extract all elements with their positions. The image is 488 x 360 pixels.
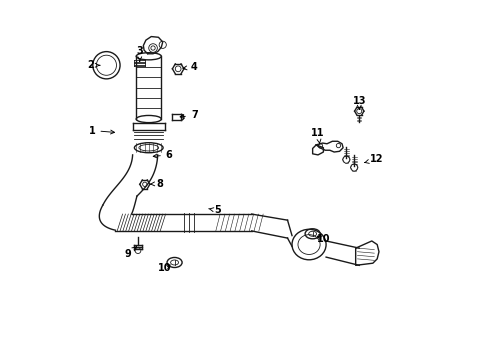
Text: 9: 9 — [124, 247, 136, 258]
Text: 7: 7 — [180, 111, 197, 121]
Text: 2: 2 — [87, 60, 100, 70]
Text: 13: 13 — [352, 96, 365, 109]
Text: 4: 4 — [183, 62, 197, 72]
Text: 3: 3 — [136, 46, 143, 62]
Text: 10: 10 — [158, 263, 171, 273]
Text: 8: 8 — [150, 179, 163, 189]
Text: 10: 10 — [316, 234, 329, 244]
Text: 11: 11 — [311, 129, 324, 144]
Text: 5: 5 — [208, 206, 221, 216]
Text: 12: 12 — [364, 154, 383, 164]
Text: 1: 1 — [88, 126, 114, 135]
Text: 6: 6 — [153, 150, 172, 160]
